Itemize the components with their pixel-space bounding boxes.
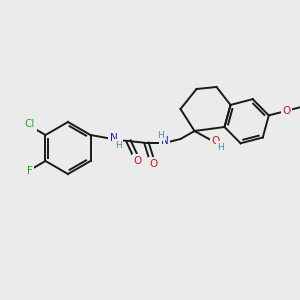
Text: F: F	[27, 166, 33, 176]
Text: Cl: Cl	[25, 119, 35, 129]
Text: H: H	[217, 142, 224, 152]
Text: O: O	[149, 159, 158, 169]
Text: H: H	[157, 130, 164, 140]
Text: O: O	[282, 106, 290, 116]
Text: H: H	[115, 140, 122, 149]
Text: N: N	[110, 133, 117, 143]
Text: O: O	[212, 136, 220, 146]
Text: N: N	[160, 136, 168, 146]
Text: O: O	[134, 156, 142, 166]
